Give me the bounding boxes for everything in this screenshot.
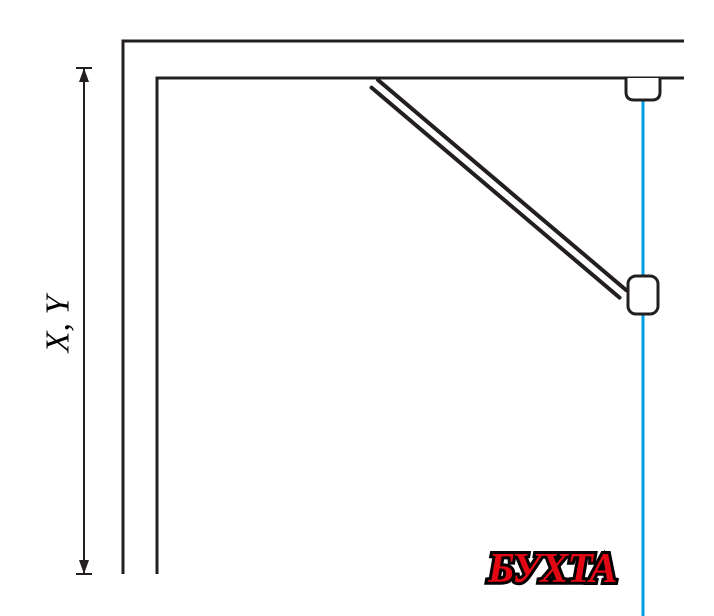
l-frame [123,41,684,574]
top-bracket [626,78,660,100]
logo-text-fill: БУХТА [488,548,616,590]
mid-bracket [628,276,658,314]
dimension-line [76,68,92,574]
schematic-svg [0,0,714,616]
dimension-label: X, Y [39,296,77,353]
diagonal-brace [372,80,626,298]
